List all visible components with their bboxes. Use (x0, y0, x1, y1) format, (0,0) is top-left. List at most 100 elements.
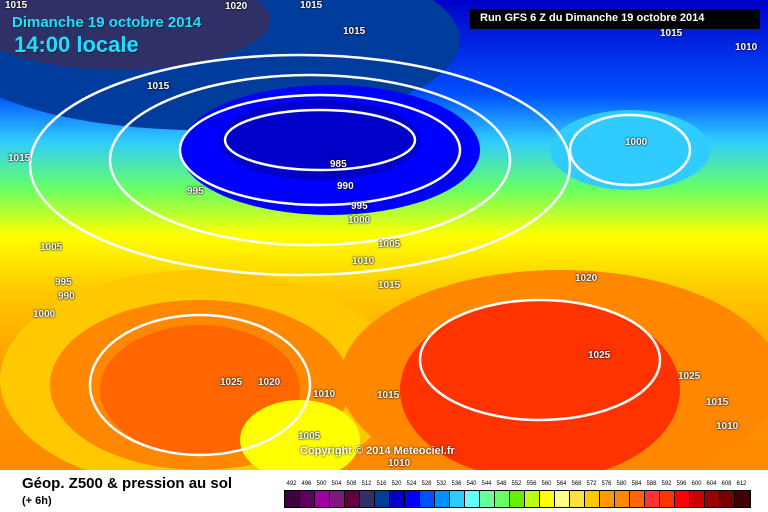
isobar-label: 1015 (8, 153, 31, 164)
isobar-label: 1015 (5, 0, 28, 11)
legend-subtitle: (+ 6h) (22, 495, 52, 507)
isobar-label: 1000 (33, 309, 56, 320)
copyright: Copyright © 2014 Meteociel.fr (300, 445, 455, 457)
scale-label: 544 (481, 481, 492, 487)
geopotential-field (0, 0, 768, 470)
scale-label: 584 (631, 481, 642, 487)
scale-swatch (495, 491, 510, 507)
scale-swatch (510, 491, 525, 507)
scale-label: 560 (541, 481, 552, 487)
scale-label: 504 (331, 481, 342, 487)
scale-swatch (285, 491, 300, 507)
isobar-label: 990 (58, 291, 75, 302)
forecast-time: 14:00 locale (14, 32, 139, 57)
isobar-label: 1015 (660, 28, 683, 39)
isobar-label: 1025 (588, 350, 611, 361)
scale-swatch (300, 491, 315, 507)
scale-swatch (645, 491, 660, 507)
scale-label: 604 (706, 481, 717, 487)
scale-label: 524 (406, 481, 417, 487)
scale-label: 552 (511, 481, 522, 487)
scale-label: 564 (556, 481, 567, 487)
isobar-label: 1000 (348, 215, 371, 226)
scale-label: 608 (721, 481, 732, 487)
scale-label: 540 (466, 481, 477, 487)
scale-swatch (675, 491, 690, 507)
scale-swatch (705, 491, 720, 507)
scale-label: 532 (436, 481, 447, 487)
isobar-label: 1005 (298, 431, 321, 442)
isobar-label: 1005 (40, 242, 63, 253)
isobar-lines (28, 53, 692, 457)
scale-swatch (450, 491, 465, 507)
scale-label: 600 (691, 481, 702, 487)
scale-swatch (525, 491, 540, 507)
scale-label: 596 (676, 481, 687, 487)
isobar-label: 1015 (343, 26, 366, 37)
isobar-label: 1000 (625, 137, 648, 148)
scale-swatch (420, 491, 435, 507)
legend-footer: Géop. Z500 & pression au sol (+ 6h) 492 4… (0, 470, 768, 512)
scale-label: 612 (736, 481, 747, 487)
scale-swatch (345, 491, 360, 507)
color-scale (284, 490, 751, 508)
isobar-label: 1010 (313, 389, 336, 400)
scale-label: 516 (376, 481, 387, 487)
scale-label: 556 (526, 481, 537, 487)
isobar-label: 995 (351, 201, 368, 212)
scale-swatch (405, 491, 420, 507)
scale-label: 580 (616, 481, 627, 487)
scale-swatch (660, 491, 675, 507)
isobar-label: 1015 (147, 81, 170, 92)
scale-swatch (330, 491, 345, 507)
scale-swatch (540, 491, 555, 507)
scale-label: 592 (661, 481, 672, 487)
isobar-label: 1015 (300, 0, 323, 11)
scale-label: 568 (571, 481, 582, 487)
scale-swatch (615, 491, 630, 507)
scale-swatch (585, 491, 600, 507)
scale-label: 588 (646, 481, 657, 487)
scale-label: 536 (451, 481, 462, 487)
scale-label: 508 (346, 481, 357, 487)
isobar-label: 1015 (378, 280, 401, 291)
isobar-label: 1010 (735, 42, 758, 53)
isobar-label: 1025 (220, 377, 243, 388)
scale-swatch (315, 491, 330, 507)
isobar-label: 1010 (716, 421, 739, 432)
isobar-label: 1020 (258, 377, 281, 388)
scale-label: 512 (361, 481, 372, 487)
scale-swatch (435, 491, 450, 507)
model-run-title: Run GFS 6 Z du Dimanche 19 octobre 2014 (470, 9, 760, 29)
isobar-label: 995 (187, 186, 204, 197)
scale-swatch (690, 491, 705, 507)
isobar-label: 1010 (352, 256, 375, 267)
legend-title: Géop. Z500 & pression au sol (22, 475, 233, 492)
isobar-label: 1015 (706, 397, 729, 408)
isobar-label: 1005 (378, 239, 401, 250)
scale-swatch (570, 491, 585, 507)
scale-label: 576 (601, 481, 612, 487)
isobar-label: 1020 (575, 273, 598, 284)
scale-label: 500 (316, 481, 327, 487)
scale-swatch (555, 491, 570, 507)
scale-swatch (600, 491, 615, 507)
color-scale-labels: 492 496 500 504 508 512 516 520 524 528 532 536 540 5… (284, 480, 749, 488)
scale-swatch (630, 491, 645, 507)
scale-label: 520 (391, 481, 402, 487)
scale-swatch (360, 491, 375, 507)
isobar-label: 1025 (678, 371, 701, 382)
isobar-label: 1015 (377, 390, 400, 401)
isobar-label: 1010 (388, 458, 411, 469)
scale-label: 572 (586, 481, 597, 487)
scale-swatch (390, 491, 405, 507)
scale-label: 496 (301, 481, 312, 487)
isobar-label: 1020 (225, 1, 248, 12)
weather-map: 1015 1020 1015 1015 1015 1010 1015 1015 1000 985 9… (0, 0, 768, 470)
scale-label: 492 (286, 481, 297, 487)
scale-swatch (480, 491, 495, 507)
scale-swatch (375, 491, 390, 507)
scale-swatch (465, 491, 480, 507)
scale-swatch (720, 491, 735, 507)
scale-label: 528 (421, 481, 432, 487)
